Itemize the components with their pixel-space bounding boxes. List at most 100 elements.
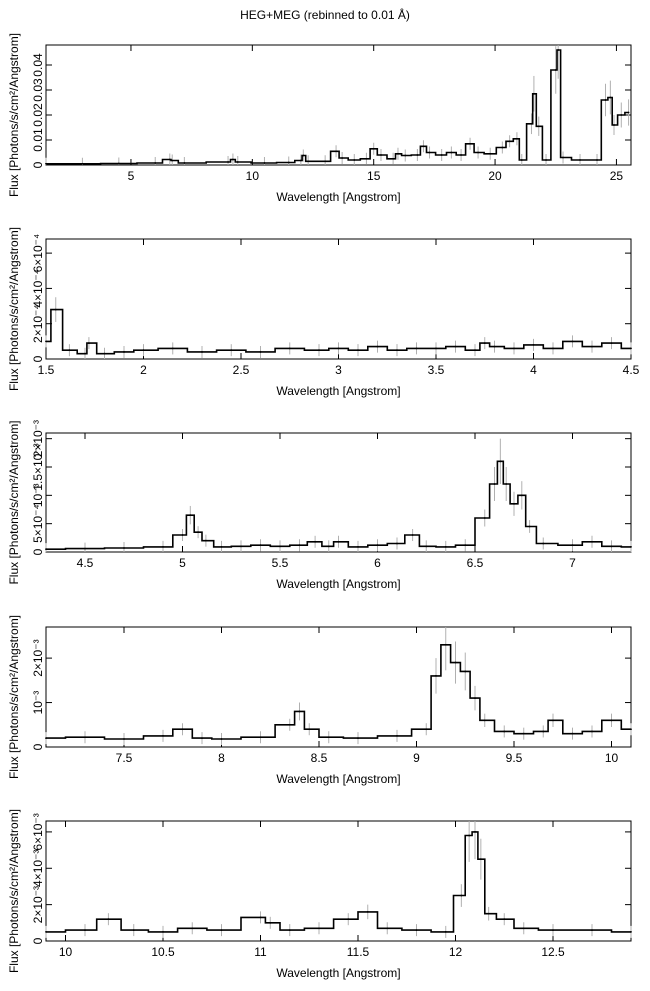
data-point <box>392 157 395 160</box>
data-point <box>191 927 194 930</box>
x-tick-label: 11 <box>254 945 267 959</box>
data-point <box>45 737 47 740</box>
data-point <box>503 730 506 733</box>
data-point <box>460 894 463 897</box>
data-point <box>220 546 223 548</box>
x-tick-label: 11.5 <box>347 945 370 959</box>
x-tick-label: 10 <box>59 945 73 959</box>
data-point <box>520 159 523 161</box>
data-point <box>610 719 613 722</box>
data-point <box>263 162 266 164</box>
data-point <box>416 154 419 156</box>
data-point <box>474 349 476 352</box>
data-point <box>422 145 425 148</box>
y-tick-label: 0 <box>31 937 45 944</box>
data-point <box>84 929 86 931</box>
data-point <box>366 911 369 913</box>
x-tick-label: 10 <box>605 751 619 765</box>
data-point <box>537 125 540 128</box>
data-point <box>591 730 593 733</box>
data-point <box>487 912 490 915</box>
x-tick-label: 4 <box>530 363 537 377</box>
y-tick-label: 10⁻³ <box>31 483 45 507</box>
data-point <box>318 927 320 930</box>
data-point <box>557 49 560 51</box>
data-point <box>335 150 337 153</box>
data-point <box>552 347 554 350</box>
x-tick-label: 25 <box>610 169 624 183</box>
data-point <box>460 154 462 156</box>
data-point <box>45 340 47 343</box>
data-point <box>513 502 515 505</box>
data-point <box>591 929 593 931</box>
plot-frame <box>45 44 632 166</box>
x-tick-label: 12.5 <box>541 945 565 959</box>
x-axis-label: Wavelength [Angstrom] <box>276 577 400 591</box>
y-tick-label: 0 <box>31 161 45 168</box>
data-point <box>54 308 57 311</box>
data-point <box>240 545 242 548</box>
data-point <box>84 547 86 550</box>
data-point <box>324 160 327 163</box>
x-tick-label: 1.5 <box>38 363 55 377</box>
data-point <box>327 545 330 548</box>
data-point <box>298 544 301 547</box>
spectrum-line <box>46 49 629 165</box>
data-point <box>171 159 174 162</box>
data-point <box>513 347 515 350</box>
data-point <box>435 347 437 350</box>
data-point <box>353 159 356 161</box>
data-point <box>542 730 545 733</box>
data-point <box>302 154 305 157</box>
y-tick-label: 6×10⁻⁴ <box>31 234 45 273</box>
data-point <box>259 916 262 919</box>
data-point <box>425 728 428 731</box>
data-point <box>571 544 574 547</box>
y-tick-label: 0 <box>31 548 45 555</box>
data-point <box>571 340 574 343</box>
data-point <box>123 738 125 740</box>
data-point <box>630 728 632 731</box>
data-point <box>168 158 171 161</box>
x-tick-label: 8 <box>218 751 225 765</box>
x-tick-label: 2 <box>140 363 147 377</box>
x-tick-label: 10.5 <box>151 945 175 959</box>
data-point <box>552 719 554 722</box>
data-point <box>117 162 120 165</box>
x-tick-label: 3 <box>335 363 342 377</box>
data-point <box>162 546 164 548</box>
y-tick-label: 0.03 <box>31 78 45 102</box>
data-point <box>444 643 447 646</box>
data-point <box>396 542 398 545</box>
data-point <box>479 858 482 861</box>
data-point <box>554 69 557 71</box>
data-point <box>314 540 316 543</box>
x-tick-label: 6.5 <box>467 556 484 570</box>
data-point <box>444 546 447 548</box>
data-point <box>197 531 200 534</box>
data-point <box>596 159 598 161</box>
data-point <box>220 929 223 931</box>
data-point <box>613 124 615 126</box>
y-axis-label: Flux [Photons/s/cm²/Angstrom] <box>7 420 21 584</box>
data-point <box>230 349 233 352</box>
data-point <box>337 347 340 350</box>
data-point <box>591 345 593 348</box>
data-point <box>171 347 174 350</box>
data-point <box>162 734 164 737</box>
data-point <box>307 160 310 163</box>
data-point <box>435 674 437 677</box>
y-tick-label: 4×10⁻³ <box>31 850 45 887</box>
data-point <box>493 483 496 485</box>
data-point <box>183 162 186 164</box>
data-point <box>181 728 184 731</box>
data-point <box>469 142 471 145</box>
data-point <box>397 152 399 155</box>
data-point <box>45 162 47 165</box>
x-tick-label: 12 <box>449 945 463 959</box>
data-point <box>425 545 428 548</box>
y-axis-label: Flux [Photons/s/cm²/Angstrom] <box>7 615 21 779</box>
data-point <box>545 159 547 161</box>
data-point <box>562 156 564 159</box>
